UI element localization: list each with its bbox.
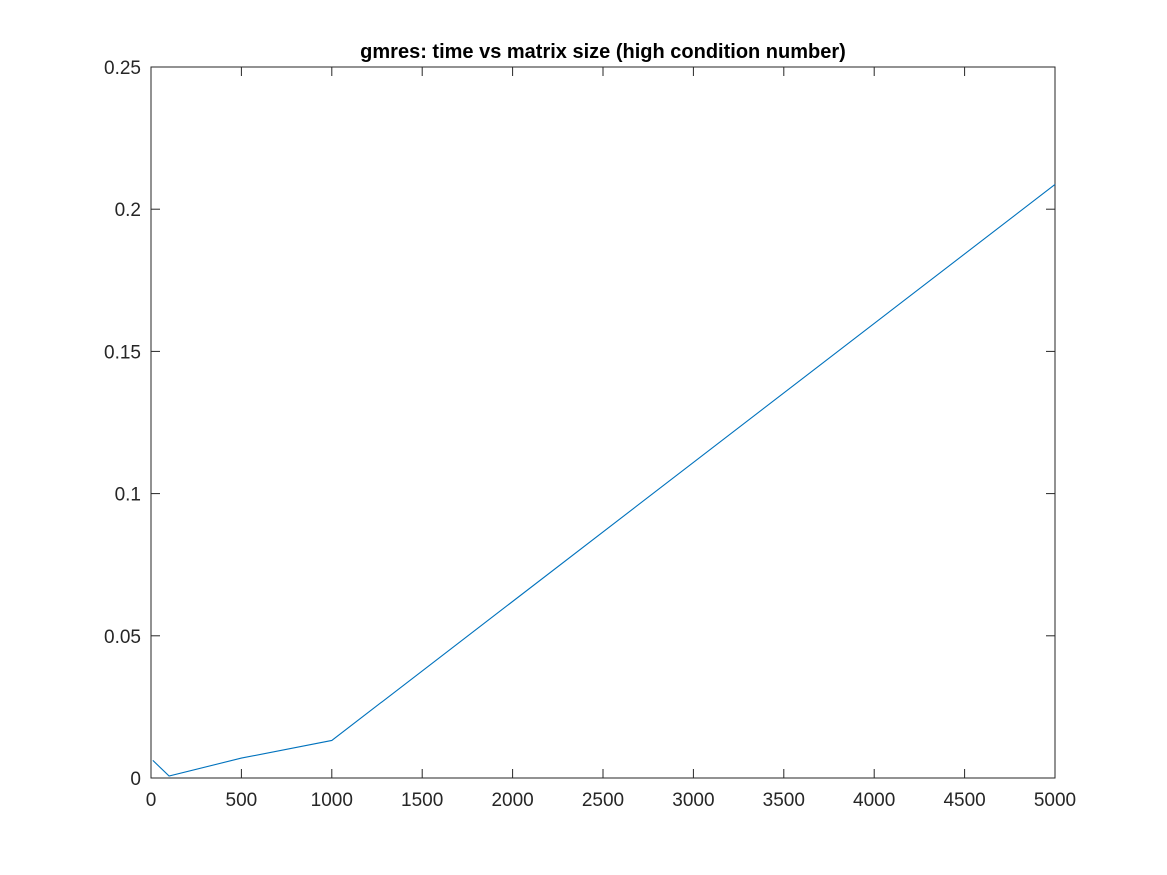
chart-title: gmres: time vs matrix size (high conditi…: [360, 41, 846, 63]
x-tick-label: 4500: [943, 790, 985, 811]
y-tick-label: 0.25: [104, 58, 141, 79]
plot-area: 0 500 1000 1500 2000 2500 3000 3500 4000 4500 5000…: [104, 58, 1076, 811]
x-axis: 0 500 1000 1500 2000 2500 3000 3500 4000 4500 5000: [146, 67, 1076, 811]
y-tick-label: 0.15: [104, 342, 141, 363]
x-tick-label: 2000: [491, 790, 533, 811]
y-axis: 0 0.05 0.1 0.15 0.2 0.25: [104, 58, 1055, 790]
y-tick-label: 0.05: [104, 627, 141, 648]
y-tick-label: 0.1: [115, 485, 141, 506]
x-tick-label: 1500: [401, 790, 443, 811]
x-tick-label: 0: [146, 790, 157, 811]
axes-box: [150, 66, 1056, 779]
y-tick-label: 0: [130, 769, 141, 790]
x-tick-label: 1000: [311, 790, 353, 811]
x-tick-label: 3500: [763, 790, 805, 811]
y-tick-label: 0.2: [115, 200, 141, 221]
series-layer: [152, 184, 1056, 777]
x-tick-label: 500: [226, 790, 258, 811]
x-tick-label: 5000: [1034, 790, 1076, 811]
x-tick-label: 4000: [853, 790, 895, 811]
series-line: [152, 184, 1056, 777]
x-tick-label: 2500: [582, 790, 624, 811]
x-tick-label: 3000: [672, 790, 714, 811]
